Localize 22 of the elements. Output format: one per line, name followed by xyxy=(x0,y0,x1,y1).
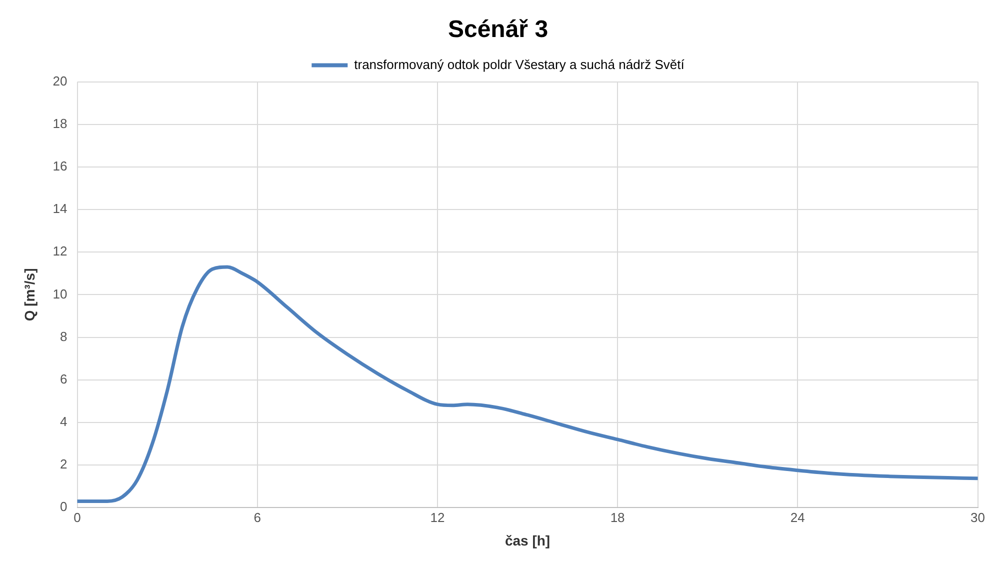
line-series xyxy=(77,265,978,503)
chart-title: Scénář 3 xyxy=(448,16,548,44)
x-tick-label: 18 xyxy=(610,510,625,525)
x-tick-label: 30 xyxy=(970,510,986,525)
x-axis-title: čas [h] xyxy=(504,532,550,548)
x-tick-label: 0 xyxy=(74,510,81,525)
y-tick-label: 12 xyxy=(52,244,68,259)
y-tick-label: 16 xyxy=(52,158,68,174)
y-tick-label: 20 xyxy=(52,73,68,88)
x-tick-label: 6 xyxy=(254,510,261,525)
legend-label: transformovaný odtok poldr Všestary a suchá nádrž Světí xyxy=(354,56,685,72)
y-tick-label: 4 xyxy=(60,414,68,430)
y-tick-label: 0 xyxy=(60,499,68,514)
y-axis-title: Q [m³/s] xyxy=(21,268,38,322)
x-tick-label: 24 xyxy=(790,510,805,525)
y-tick-label: 18 xyxy=(52,116,68,131)
y-tick-label: 6 xyxy=(60,371,68,386)
y-tick-label: 10 xyxy=(52,286,68,302)
y-tick-label: 2 xyxy=(60,456,68,472)
y-tick-label: 14 xyxy=(52,201,68,216)
x-tick-label: 12 xyxy=(430,510,445,525)
y-tick-label: 8 xyxy=(60,328,68,344)
